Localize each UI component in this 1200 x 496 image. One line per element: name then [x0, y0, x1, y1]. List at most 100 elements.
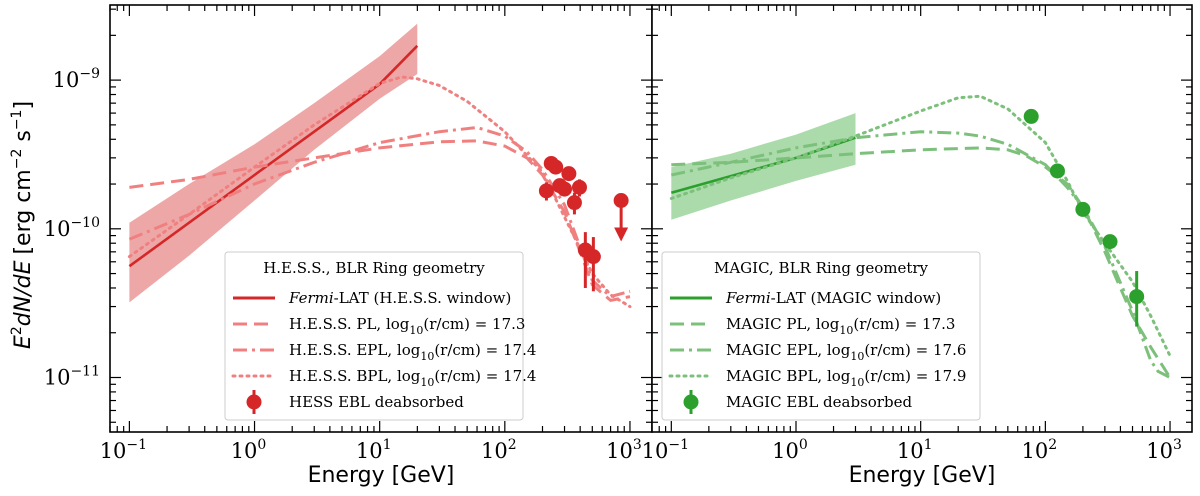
legend-label: MAGIC BPL, log [726, 367, 851, 385]
x-tick-label: 100 [231, 437, 267, 463]
x-tick-label: 103 [606, 437, 642, 463]
legend-marker [246, 394, 262, 410]
x-tick-label: 10−1 [100, 437, 147, 463]
legend-entry-label: H.E.S.S. EPL, log10(r/cm) = 17.4 [289, 341, 536, 363]
data-point [538, 183, 554, 199]
legend-entry-label: MAGIC BPL, log10(r/cm) = 17.9 [726, 367, 966, 389]
y-tick-label-exp: −10 [70, 215, 100, 231]
series-line-dashed [671, 146, 1172, 379]
legend-label2: (r/cm) = 17.3 [853, 315, 955, 333]
y-tick-label-base: 10 [44, 365, 71, 389]
series-line-dashed [129, 139, 631, 303]
x-tick-label: 10−1 [642, 437, 689, 463]
series-line-dotted [669, 94, 1172, 358]
data-point [1075, 201, 1091, 217]
legend-label2: (r/cm) = 17.4 [434, 367, 536, 385]
legend-label2: (r/cm) = 17.6 [864, 341, 966, 359]
legend-entry-label: HESS EBL deabsorbed [289, 393, 464, 411]
data-point [566, 195, 582, 211]
x-axis-title: Energy [GeV] [849, 463, 996, 488]
legend-entry-label: H.E.S.S. PL, log10(r/cm) = 17.3 [289, 315, 525, 337]
legend-italic: Fermi [725, 289, 771, 307]
x-tick-label-exp: −1 [126, 437, 147, 453]
legend-entry-label: Fermi-LAT (H.E.S.S. window) [288, 289, 511, 307]
legend-entry-label: MAGIC EPL, log10(r/cm) = 17.6 [726, 341, 966, 363]
legend-entry-label: MAGIC EBL deabsorbed [726, 393, 912, 411]
data-point [1049, 163, 1065, 179]
x-tick-label: 101 [356, 437, 392, 463]
y-tick-label-exp: −9 [79, 66, 100, 82]
legend-sub: 10 [409, 324, 423, 337]
series-line-solid [128, 44, 419, 268]
legend-label: MAGIC PL, log [726, 315, 840, 333]
legend-entry-label: Fermi-LAT (MAGIC window) [725, 289, 941, 307]
x-tick-label-exp: 2 [508, 437, 517, 453]
x-tick-label-base: 10 [356, 439, 383, 463]
y-tick-label-exp: −11 [70, 363, 100, 379]
x-tick-label-exp: 3 [1173, 437, 1182, 453]
x-tick-label-exp: 2 [1048, 437, 1057, 453]
legend-label: MAGIC EBL deabsorbed [726, 393, 912, 411]
legend-sub: 10 [850, 350, 864, 363]
x-tick-label-base: 10 [1022, 439, 1049, 463]
legend-label2: (r/cm) = 17.9 [864, 367, 966, 385]
data-point [1102, 234, 1118, 250]
x-tick-label-base: 10 [772, 439, 799, 463]
y-tick-label: 10−11 [44, 363, 100, 389]
y-tick-label-base: 10 [44, 217, 71, 241]
x-tick-label: 102 [1022, 437, 1058, 463]
x-tick-label-exp: 0 [799, 437, 808, 453]
x-tick-label-base: 10 [1146, 439, 1173, 463]
y-tick-label: 10−9 [53, 66, 100, 92]
legend-sub: 10 [839, 324, 853, 337]
x-tick-label-exp: 1 [924, 437, 933, 453]
legend-sub: 10 [420, 376, 434, 389]
y-tick-label: 10−10 [44, 215, 100, 241]
upper-limit-arrow [614, 227, 629, 242]
legend-entry-label: H.E.S.S. BPL, log10(r/cm) = 17.4 [289, 367, 536, 389]
x-tick-label: 103 [1146, 437, 1182, 463]
y-axis-title: E2dN/dE[erg cm−2 s−1] [9, 101, 36, 349]
legend-title: MAGIC, BLR Ring geometry [714, 259, 929, 277]
data-point [1129, 289, 1145, 305]
legend-box [661, 251, 981, 421]
x-tick-label-exp: 0 [257, 437, 266, 453]
y-tick-label-base: 10 [53, 68, 80, 92]
data-point [1023, 108, 1039, 124]
legend-label: -LAT (MAGIC window) [771, 289, 942, 307]
x-tick-label-base: 10 [642, 439, 669, 463]
data-point [585, 249, 601, 265]
legend-italic: Fermi [288, 289, 334, 307]
legend-box [224, 251, 524, 421]
plot-frame [651, 4, 1193, 433]
x-tick-label: 102 [481, 437, 517, 463]
x-tick-label-base: 10 [231, 439, 258, 463]
legend-sub: 10 [420, 350, 434, 363]
x-axis-title: Energy [GeV] [308, 463, 455, 488]
legend-entry-label: MAGIC PL, log10(r/cm) = 17.3 [726, 315, 955, 337]
x-tick-label-exp: −1 [668, 437, 689, 453]
x-tick-label-base: 10 [481, 439, 508, 463]
legend-label: MAGIC EPL, log [726, 341, 851, 359]
series-line-dashdot [670, 130, 1171, 379]
data-point [548, 159, 564, 175]
data-point [571, 179, 587, 195]
x-tick-label-base: 10 [606, 439, 633, 463]
fermi-band [129, 23, 418, 303]
upper-limit-point [613, 193, 629, 209]
x-tick-label-exp: 1 [383, 437, 392, 453]
legend-label: H.E.S.S. BPL, log [289, 367, 421, 385]
legend-label: -LAT (H.E.S.S. window) [334, 289, 512, 307]
legend-title: H.E.S.S., BLR Ring geometry [263, 259, 485, 277]
legend-label: HESS EBL deabsorbed [289, 393, 464, 411]
legend-label: H.E.S.S. EPL, log [289, 341, 421, 359]
legend-label: H.E.S.S. PL, log [289, 315, 410, 333]
legend-marker [683, 394, 699, 410]
x-tick-label-base: 10 [897, 439, 924, 463]
data-point [557, 181, 573, 197]
legend-label2: (r/cm) = 17.3 [423, 315, 525, 333]
x-tick-label: 101 [897, 437, 933, 463]
